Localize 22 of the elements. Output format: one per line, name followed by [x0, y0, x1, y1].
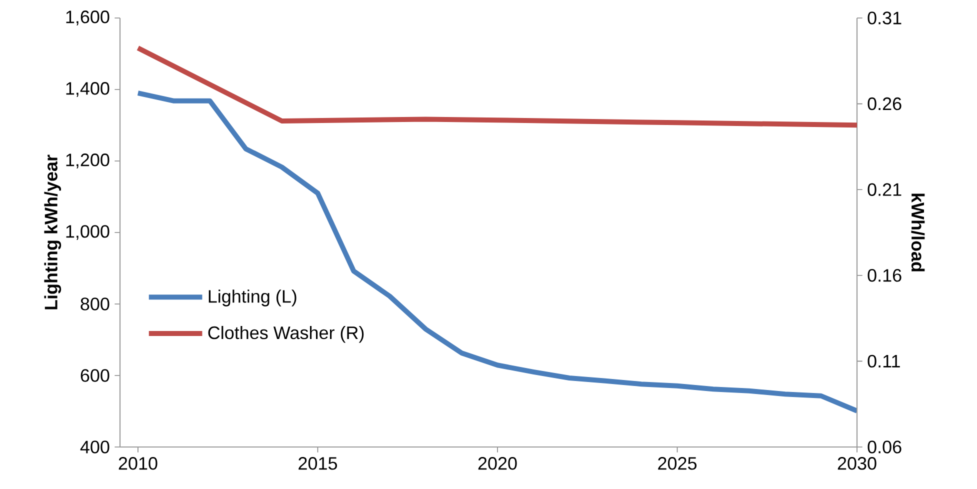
- y2-axis-title: kWh/load: [911, 194, 925, 272]
- legend-label: Lighting (L): [208, 290, 296, 306]
- y-tick-label: 1,400: [66, 82, 110, 97]
- y2-tick-label: 0.06: [868, 440, 902, 454]
- x-tick-label: 2030: [838, 457, 876, 470]
- y-tick-label: 1,000: [66, 225, 110, 240]
- x-tick-label: 2020: [478, 457, 517, 470]
- y2-tick-label: 0.31: [868, 12, 902, 24]
- y2-tick-label: 0.11: [868, 354, 900, 368]
- y-tick-label: 600: [80, 369, 110, 382]
- y-tick-label: 800: [80, 298, 110, 310]
- y-axis-title: Lighting kWh/year: [44, 154, 62, 310]
- y-tick-label: 1,600: [66, 10, 110, 26]
- y2-tick-label: 0.21: [868, 183, 902, 196]
- y2-tick-label: 0.16: [868, 269, 902, 282]
- y2-tick-label: 0.26: [868, 97, 902, 110]
- x-tick-label: 2010: [118, 457, 158, 470]
- y-tick-label: 1,200: [66, 154, 110, 168]
- x-tick-label: 2015: [298, 457, 337, 470]
- y-tick-label: 400: [80, 440, 110, 454]
- x-tick-label: 2025: [658, 457, 697, 470]
- legend-label: Clothes Washer (R): [208, 326, 364, 343]
